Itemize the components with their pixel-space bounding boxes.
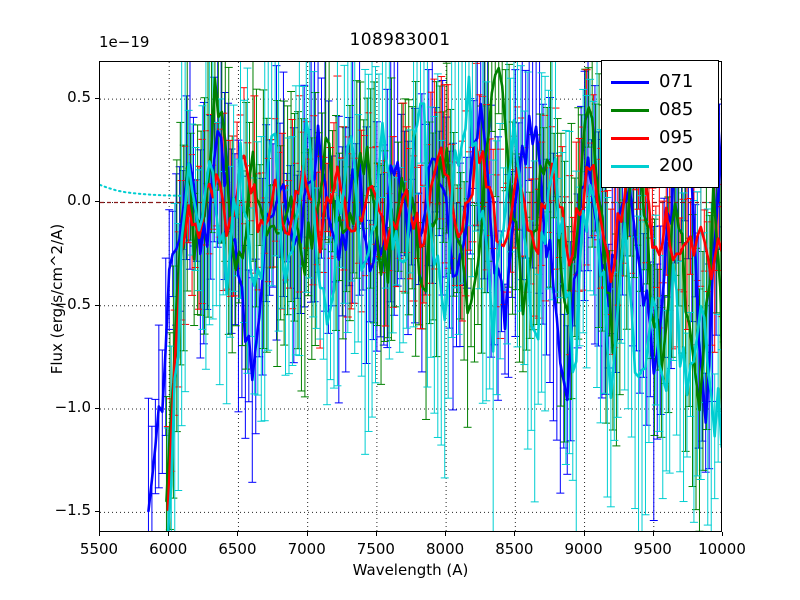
x-tick-label: 10000 [698, 540, 746, 558]
y-tick-mark [95, 304, 99, 306]
x-tick-mark [514, 532, 516, 536]
legend-swatch-095 [611, 136, 649, 140]
x-tick-label: 6500 [218, 540, 257, 558]
page-title: 108983001 [349, 30, 451, 50]
y-tick-label: 0.5 [67, 88, 91, 107]
legend-item[interactable]: 071 [608, 68, 712, 96]
x-tick-mark [237, 532, 239, 536]
y-tick-mark [95, 408, 99, 410]
x-tick-mark [99, 532, 100, 536]
x-tick-mark [652, 532, 654, 536]
x-tick-label: 9500 [633, 540, 672, 558]
y-axis-label: Flux (erg/s/cm^2/A) [48, 223, 66, 375]
y-tick-label: −0.5 [54, 294, 91, 313]
legend-item[interactable]: 095 [608, 124, 712, 152]
legend-label-095: 095 [659, 127, 694, 148]
legend-swatch-085 [611, 108, 649, 112]
x-tick-label: 7000 [287, 540, 326, 558]
legend-swatch-071 [611, 80, 649, 84]
y-tick-label: 0.0 [67, 191, 91, 210]
x-tick-label: 5500 [79, 540, 119, 558]
y-tick-mark [95, 98, 99, 100]
x-tick-label: 7500 [356, 540, 395, 558]
x-tick-mark [375, 532, 377, 536]
y-axis-offset-text: 1e−19 [99, 33, 150, 51]
x-tick-label: 8500 [495, 540, 534, 558]
x-tick-mark [168, 532, 170, 536]
legend-label-200: 200 [659, 155, 694, 176]
x-tick-mark [583, 532, 585, 536]
x-tick-label: 6000 [149, 540, 188, 558]
legend-label-085: 085 [659, 99, 694, 120]
legend-swatch-200 [611, 164, 649, 168]
plot-axes [99, 61, 722, 532]
y-tick-label: −1.0 [54, 398, 91, 417]
model-curve [100, 183, 185, 197]
x-tick-mark [722, 532, 723, 536]
legend[interactable]: 071 085 095 200 [601, 60, 719, 188]
plot-canvas [100, 62, 721, 531]
x-tick-mark [445, 532, 447, 536]
x-tick-label: 9000 [564, 540, 603, 558]
legend-item[interactable]: 085 [608, 96, 712, 124]
legend-label-071: 071 [659, 71, 694, 92]
y-tick-mark [95, 201, 99, 203]
y-tick-label: −1.5 [54, 501, 91, 520]
y-tick-mark [95, 511, 99, 513]
x-tick-label: 8000 [426, 540, 465, 558]
x-axis-label: Wavelength (A) [352, 561, 469, 579]
legend-item[interactable]: 200 [608, 152, 712, 180]
x-tick-mark [306, 532, 308, 536]
